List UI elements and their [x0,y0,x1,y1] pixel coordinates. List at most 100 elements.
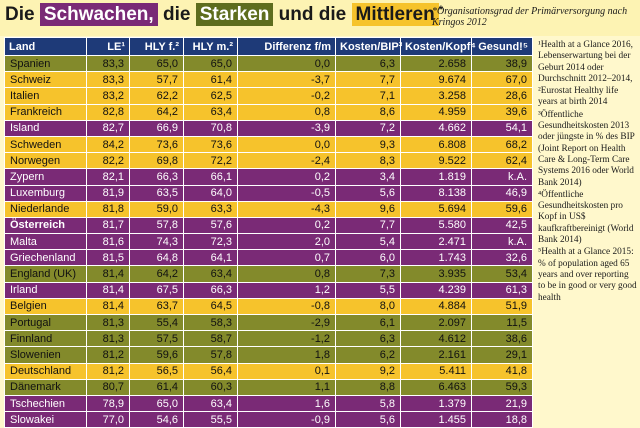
value-cell: 81,7 [86,216,130,235]
value-cell: 9,2 [335,362,401,380]
value-cell: 63,4 [183,265,238,283]
table-row: Island 82,7 66,9 70,8 -3,9 7,2 4.662 54,1 [4,119,533,137]
value-cell: 68,2 [471,135,533,154]
value-cell: 61,3 [471,281,533,299]
value-cell: 1,1 [237,378,336,396]
country-cell: Irland [4,281,87,299]
title-strong-highlight: Starken [195,3,274,26]
value-cell: 29,1 [471,346,533,364]
value-cell: 7,7 [335,71,401,89]
value-cell: 81,4 [86,281,130,299]
table-row: Belgien 81,4 63,7 64,5 -0,8 8,0 4.884 51,9 [4,297,533,316]
value-cell: 63,4 [183,103,238,121]
value-cell: 81,2 [86,362,130,380]
title-footnote-mark: * [438,4,443,16]
value-cell: 0,8 [237,103,336,121]
country-cell: Niederlande [4,200,87,218]
country-cell: Malta [4,233,87,251]
value-cell: 38,6 [471,330,533,348]
value-cell: 57,5 [129,330,184,348]
table-row: England (UK) 81,4 64,2 63,4 0,8 7,3 3.935 53,4 [4,265,533,283]
country-cell: Island [4,119,87,137]
value-cell: 66,9 [129,119,184,137]
value-cell: 3.935 [400,265,472,283]
value-cell: 42,5 [471,216,533,235]
table-row: Portugal 81,3 55,4 58,3 -2,9 6,1 2.097 11,5 [4,313,533,332]
value-cell: 81,9 [86,184,130,202]
value-cell: 64,5 [183,297,238,316]
value-cell: 59,6 [129,346,184,364]
value-cell: 5,6 [335,411,401,428]
value-cell: 84,2 [86,135,130,154]
table-row: Finnland 81,3 57,5 58,7 -1,2 6,3 4.612 38,6 [4,330,533,348]
value-cell: 4.884 [400,297,472,316]
value-cell: 1,2 [237,281,336,299]
value-cell: 59,3 [471,378,533,396]
value-cell: -2,4 [237,152,336,170]
value-cell: 1,6 [237,394,336,413]
value-cell: 46,9 [471,184,533,202]
value-cell: 70,8 [183,119,238,137]
value-cell: 41,8 [471,362,533,380]
value-cell: 6.808 [400,135,472,154]
value-cell: 57,8 [129,216,184,235]
value-cell: 82,2 [86,152,130,170]
value-cell: 38,9 [471,54,533,73]
value-cell: -2,9 [237,313,336,332]
value-cell: 7,3 [335,265,401,283]
country-cell: Portugal [4,313,87,332]
value-cell: 66,3 [183,281,238,299]
value-cell: 2.097 [400,313,472,332]
value-cell: 3,4 [335,168,401,186]
value-cell: 0,0 [237,135,336,154]
table-row: Slowakei 77,0 54,6 55,5 -0,9 5,6 1.455 18,8 [4,411,533,428]
value-cell: 59,0 [129,200,184,218]
value-cell: 32,6 [471,249,533,267]
value-cell: 5,5 [335,281,401,299]
value-cell: 81,2 [86,346,130,364]
value-cell: 83,3 [86,54,130,73]
table-row: Slowenien 81,2 59,6 57,8 1,8 6,2 2.161 29,1 [4,346,533,364]
value-cell: 4.959 [400,103,472,121]
table-row: Zypern 82,1 66,3 66,1 0,2 3,4 1.819 k.A. [4,168,533,186]
value-cell: 6,3 [335,330,401,348]
value-cell: -0,8 [237,297,336,316]
value-cell: -0,5 [237,184,336,202]
value-cell: 65,0 [183,54,238,73]
value-cell: 5,4 [335,233,401,251]
value-cell: 81,4 [86,265,130,283]
value-cell: 61,4 [129,378,184,396]
value-cell: 8,8 [335,378,401,396]
value-cell: 2.161 [400,346,472,364]
value-cell: 64,2 [129,103,184,121]
table-row: Malta 81,6 74,3 72,3 2,0 5,4 2.471 k.A. [4,233,533,251]
value-cell: 62,5 [183,87,238,105]
value-cell: 62,4 [471,152,533,170]
value-cell: 1.819 [400,168,472,186]
table-row: Dänemark 80,7 61,4 60,3 1,1 8,8 6.463 59,3 [4,378,533,396]
value-cell: k.A. [471,168,533,186]
value-cell: 61,4 [183,71,238,89]
value-cell: 64,0 [183,184,238,202]
country-cell: England (UK) [4,265,87,283]
table-row: Schweden 84,2 73,6 73,6 0,0 9,3 6.808 68,2 [4,135,533,154]
value-cell: 65,0 [129,394,184,413]
value-cell: 63,3 [183,200,238,218]
country-cell: Belgien [4,297,87,316]
value-cell: 51,9 [471,297,533,316]
value-cell: 0,0 [237,54,336,73]
column-header: HLY f.² [129,37,184,56]
value-cell: 8.138 [400,184,472,202]
value-cell: 60,3 [183,378,238,396]
value-cell: 81,3 [86,330,130,348]
value-cell: 59,6 [471,200,533,218]
value-cell: 57,7 [129,71,184,89]
table-row: Niederlande 81,8 59,0 63,3 -4,3 9,6 5.694 59,6 [4,200,533,218]
value-cell: k.A. [471,233,533,251]
value-cell: 64,8 [129,249,184,267]
health-data-table: Land LE¹ HLY f.² HLY m.² Differenz f/m Kosten… [4,37,533,428]
country-cell: Finnland [4,330,87,348]
value-cell: 5.580 [400,216,472,235]
column-header: Kosten/BIP³ [335,37,402,56]
source-note: ¹Health at a Glance 2016, Lebenserwartun… [538,40,633,84]
